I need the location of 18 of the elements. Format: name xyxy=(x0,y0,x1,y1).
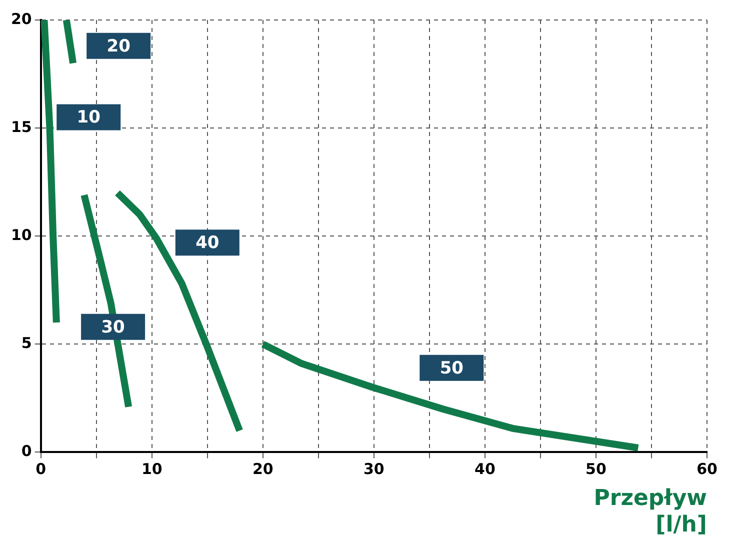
y-tick-label: 10 xyxy=(11,226,32,244)
text: 20 xyxy=(106,36,131,56)
x-tick-label: 40 xyxy=(474,460,496,478)
x-axis-title: Przepływ [l/h] xyxy=(594,486,707,538)
series-label: 30 xyxy=(101,317,126,338)
y-tick-label: 15 xyxy=(11,118,32,136)
series-label: 50 xyxy=(440,358,464,378)
y-tick-label: 20 xyxy=(11,10,32,28)
x-tick-label: 0 xyxy=(36,460,46,478)
x-tick-label: 20 xyxy=(252,460,274,478)
x-tick-label: 50 xyxy=(586,460,606,478)
x-tick-label: 30 xyxy=(364,460,384,478)
y-tick-label: 5 xyxy=(21,334,32,352)
x-tick-label: 60 xyxy=(696,460,718,478)
x-tick-label: 10 xyxy=(141,460,162,478)
series-label: 40 xyxy=(196,233,220,254)
series-label: 10 xyxy=(76,108,101,128)
y-tick-label: 0 xyxy=(21,442,32,460)
